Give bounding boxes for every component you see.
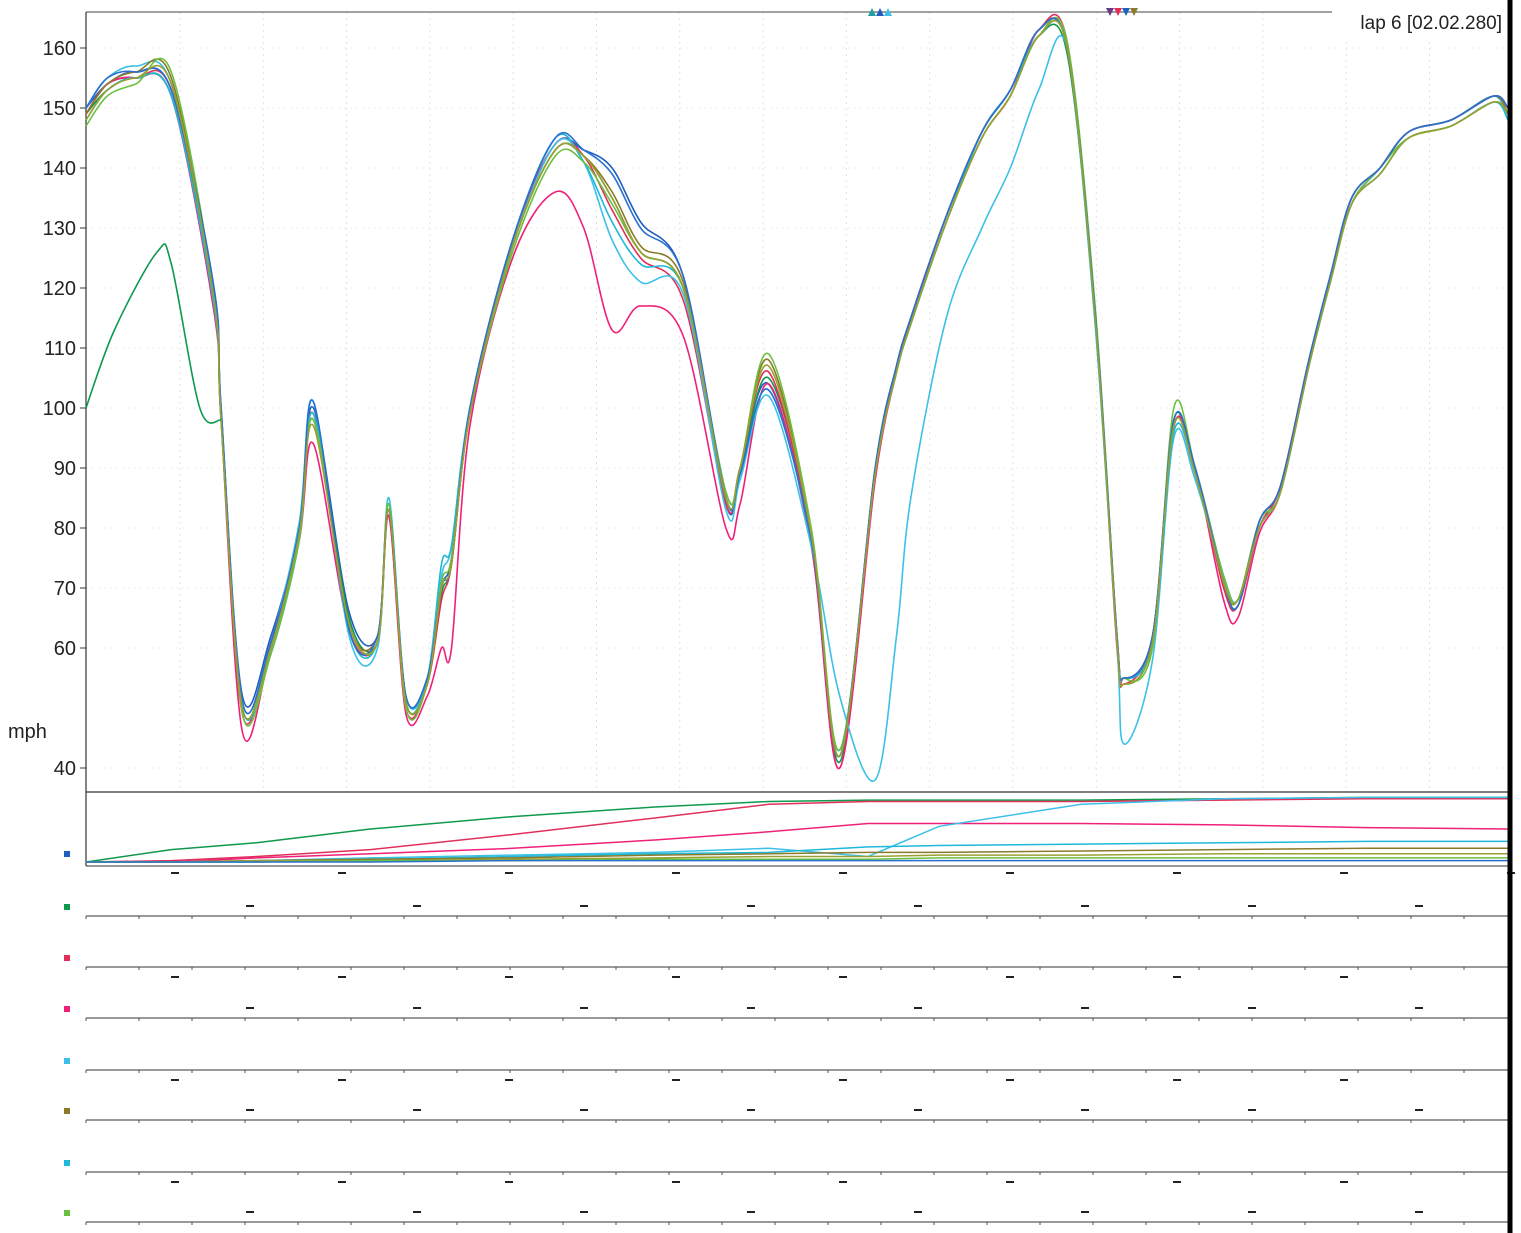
channel-color-marker <box>64 1160 70 1166</box>
y-tick-label: 100 <box>43 398 76 420</box>
y-tick-label: 80 <box>54 518 76 540</box>
speed-series-line <box>85 17 1509 757</box>
lap-marker <box>1122 8 1130 16</box>
speed-series-line <box>85 17 1509 769</box>
channel-color-marker <box>64 955 70 961</box>
channel-color-marker <box>64 1006 70 1012</box>
cumulative-series-line <box>86 853 1508 863</box>
y-tick-label: 70 <box>54 578 76 600</box>
title-box <box>1332 6 1508 38</box>
cumulative-series-line <box>85 798 1508 863</box>
channel-color-marker <box>64 1210 70 1216</box>
speed-series-line <box>85 19 1509 751</box>
speed-series-line <box>85 19 1509 757</box>
main-plot-grid <box>86 12 1508 792</box>
lap-marker <box>868 8 876 16</box>
y-tick-label: 90 <box>54 458 76 480</box>
speed-series-line <box>85 17 1509 758</box>
y-axis-label: mph <box>8 721 47 743</box>
y-tick-label: 120 <box>43 278 76 300</box>
series-layer <box>85 13 1509 782</box>
channel-color-marker <box>64 851 70 857</box>
lap-marker <box>1106 8 1114 16</box>
lap-marker <box>884 8 892 16</box>
lap-marker <box>1114 8 1122 16</box>
y-axis: 40 60 70 80 90 100 110 120 130 140 150 160 <box>43 38 86 780</box>
cumulative-series-line <box>86 859 1508 863</box>
chart-title: lap 6 [02.02.280] <box>1360 13 1502 34</box>
channel-color-marker <box>64 904 70 910</box>
main-plot-frame <box>85 11 1508 866</box>
y-tick-label: 130 <box>43 218 76 240</box>
y-tick-label: 40 <box>54 758 76 780</box>
speed-series-line <box>85 34 1509 782</box>
speed-series-line <box>85 17 1509 758</box>
speed-series-line <box>85 16 1509 751</box>
speed-series-line <box>85 23 1509 763</box>
lap-marker <box>1130 8 1138 16</box>
cumulative-panel <box>64 796 1515 874</box>
speed-series-line <box>85 243 222 424</box>
top-markers <box>868 8 1138 16</box>
lap-marker <box>876 8 884 16</box>
speed-series-line <box>85 13 1509 769</box>
channel-strips <box>64 904 1508 1225</box>
y-tick-label: 60 <box>54 638 76 660</box>
y-tick-label: 150 <box>43 98 76 120</box>
y-tick-label: 160 <box>43 38 76 60</box>
channel-color-marker <box>64 1058 70 1064</box>
channel-color-marker <box>64 1108 70 1114</box>
y-tick-label: 140 <box>43 158 76 180</box>
cumulative-series-line <box>86 822 1509 863</box>
y-tick-label: 110 <box>44 338 76 360</box>
